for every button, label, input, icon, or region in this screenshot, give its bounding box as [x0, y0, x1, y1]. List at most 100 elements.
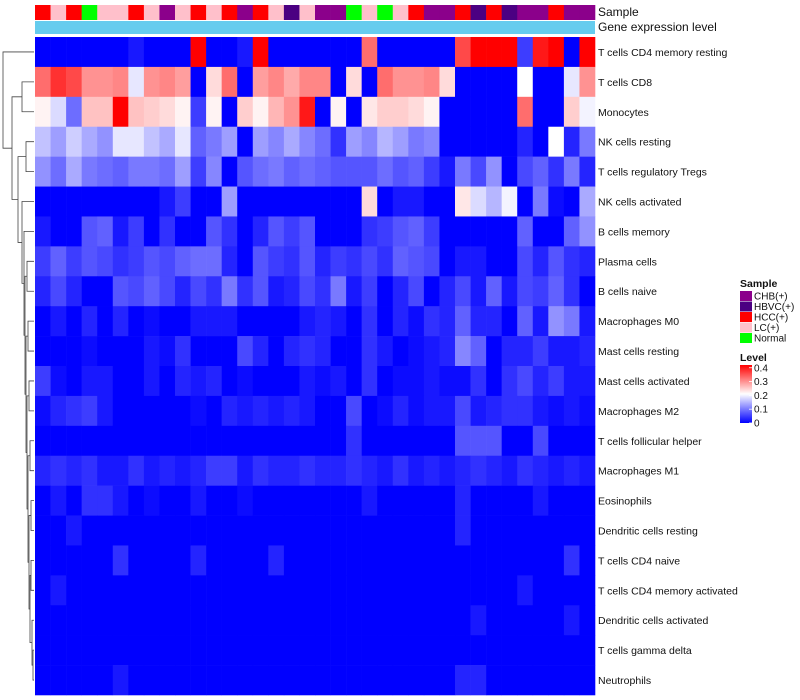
- heatmap-cell: [50, 186, 67, 217]
- heatmap-cell: [283, 425, 300, 457]
- heatmap-cell: [50, 306, 67, 337]
- heatmap-cell: [112, 605, 129, 636]
- heatmap-cell: [346, 665, 362, 696]
- heatmap-cell: [470, 605, 487, 636]
- heatmap-cell: [315, 96, 331, 128]
- heatmap-cell: [548, 37, 565, 68]
- heatmap-cell: [330, 575, 347, 606]
- sample-legend-swatch: [740, 333, 752, 343]
- heatmap-cell: [548, 485, 565, 516]
- heatmap-cell: [455, 156, 471, 187]
- row-label: T cells CD8: [598, 77, 652, 89]
- heatmap-cell: [283, 575, 300, 606]
- row-label: T cells regulatory Tregs: [598, 167, 707, 179]
- heatmap-cell: [579, 635, 596, 666]
- heatmap-cell: [97, 306, 114, 337]
- heatmap-cell: [190, 605, 207, 636]
- heatmap-cell: [268, 635, 285, 666]
- row-label: NK cells resting: [598, 137, 671, 149]
- heatmap-cell: [299, 366, 316, 397]
- heatmap-cell: [50, 246, 67, 277]
- heatmap-cell: [299, 635, 316, 666]
- heatmap-cell: [268, 366, 285, 397]
- heatmap-cell: [501, 425, 518, 457]
- heatmap-cell: [128, 605, 145, 636]
- heatmap-cell: [252, 545, 269, 576]
- heatmap-cell: [268, 37, 285, 68]
- sample-cell: [252, 5, 269, 20]
- heatmap-cell: [330, 425, 347, 457]
- heatmap-cell: [206, 366, 222, 397]
- heatmap-cell: [190, 306, 207, 337]
- heatmap-cell: [408, 515, 425, 546]
- sample-cell: [81, 5, 98, 20]
- heatmap-cell: [330, 605, 347, 636]
- row-label: T cells CD4 naive: [598, 555, 680, 567]
- heatmap-cell: [439, 425, 456, 457]
- heatmap-cell: [112, 515, 129, 546]
- heatmap-cell: [377, 216, 394, 247]
- heatmap-cells: [35, 37, 596, 696]
- heatmap-cell: [548, 246, 565, 277]
- heatmap-cell: [579, 455, 596, 486]
- heatmap-cell: [408, 276, 425, 307]
- sample-annotation-bar: [35, 5, 596, 20]
- heatmap-cell: [283, 665, 300, 696]
- heatmap-cell: [128, 276, 145, 307]
- heatmap-cell: [455, 545, 471, 576]
- heatmap-cell: [81, 126, 98, 157]
- heatmap-cell: [532, 366, 549, 397]
- sample-cell: [517, 5, 534, 20]
- heatmap-cell: [377, 665, 394, 696]
- heatmap-cell: [361, 455, 378, 486]
- heatmap-cell: [50, 336, 67, 367]
- heatmap-cell: [346, 126, 362, 157]
- sample-legend-label: CHB(+): [754, 292, 788, 303]
- heatmap-cell: [486, 186, 502, 217]
- sample-cell: [268, 5, 285, 20]
- heatmap-cell: [237, 216, 254, 247]
- heatmap-cell: [175, 216, 191, 247]
- heatmap-cell: [81, 156, 98, 187]
- heatmap-cell: [112, 186, 129, 217]
- heatmap-cell: [330, 336, 347, 367]
- heatmap-cell: [470, 395, 487, 427]
- heatmap-cell: [315, 246, 331, 277]
- heatmap-cell: [486, 485, 502, 516]
- level-legend-tick-label: 0: [754, 419, 760, 430]
- heatmap-cell: [252, 605, 269, 636]
- heatmap-cell: [579, 605, 596, 636]
- heatmap-cell: [159, 455, 176, 486]
- heatmap-cell: [128, 545, 145, 576]
- sample-legend-swatch: [740, 291, 752, 301]
- heatmap-cell: [408, 605, 425, 636]
- heatmap-cell: [299, 37, 316, 68]
- heatmap-cell: [377, 485, 394, 516]
- heatmap-cell: [346, 306, 362, 337]
- heatmap-cell: [128, 156, 145, 187]
- heatmap-cell: [470, 216, 487, 247]
- heatmap-cell: [252, 455, 269, 486]
- heatmap-cell: [175, 425, 191, 457]
- heatmap-cell: [206, 186, 222, 217]
- heatmap-cell: [35, 665, 51, 696]
- heatmap-cell: [97, 395, 114, 427]
- heatmap-cell: [548, 96, 565, 128]
- heatmap-cell: [501, 665, 518, 696]
- heatmap-cell: [221, 515, 238, 546]
- heatmap-cell: [532, 425, 549, 457]
- heatmap-cell: [97, 425, 114, 457]
- heatmap-cell: [35, 425, 51, 457]
- sample-cell: [501, 5, 518, 20]
- heatmap-cell: [97, 216, 114, 247]
- heatmap-cell: [81, 515, 98, 546]
- heatmap-cell: [50, 126, 67, 157]
- level-legend-colorbar: [740, 365, 752, 423]
- heatmap-cell: [439, 665, 456, 696]
- heatmap-cell: [268, 126, 285, 157]
- heatmap-cell: [66, 156, 82, 187]
- heatmap-cell: [299, 216, 316, 247]
- heatmap-cell: [315, 66, 331, 98]
- heatmap-cell: [579, 545, 596, 576]
- heatmap-cell: [81, 276, 98, 307]
